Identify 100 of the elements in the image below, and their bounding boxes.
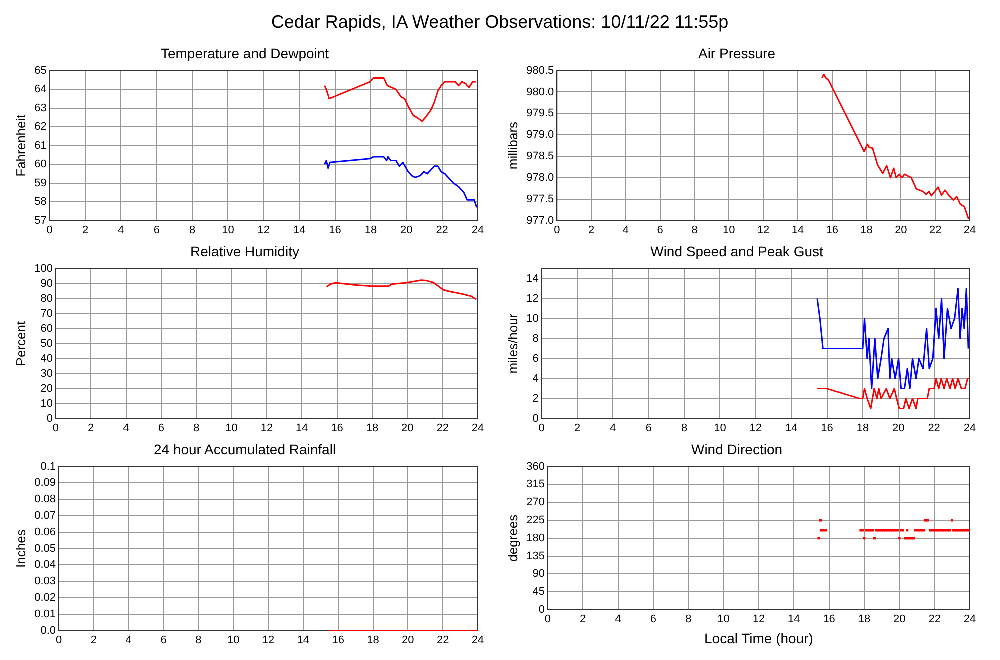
x-tick-label: 24 — [964, 224, 976, 236]
x-tick-label: 16 — [821, 422, 834, 434]
x-tick-label: 2 — [580, 614, 586, 626]
x-tick-label: 24 — [472, 224, 484, 236]
y-tick-label: 10 — [40, 398, 53, 410]
y-tick-label: 315 — [526, 478, 545, 491]
y-tick-label: 360 — [526, 460, 545, 473]
x-tick-label: 12 — [757, 224, 770, 236]
y-tick-label: 60 — [40, 322, 53, 335]
x-tick-label: 10 — [723, 224, 736, 236]
y-tick-label: 20 — [40, 382, 53, 395]
y-tick-label: 0.05 — [34, 542, 56, 555]
y-tick-label: 61 — [34, 140, 47, 152]
x-tick-label: 12 — [752, 614, 766, 626]
x-tick-label: 14 — [293, 224, 306, 236]
y-tick-label: 65 — [34, 64, 47, 77]
x-tick-label: 2 — [90, 634, 97, 646]
x-tick-label: 8 — [196, 634, 202, 646]
y-tick-label: 6 — [532, 352, 539, 365]
y-axis-title: millibars — [505, 121, 520, 170]
y-tick-label: 14 — [526, 272, 539, 285]
y-tick-label: 100 — [34, 262, 53, 275]
y-tick-label: 270 — [526, 496, 545, 509]
y-tick-label: 90 — [532, 568, 545, 580]
y-tick-label: 4 — [532, 372, 539, 385]
y-tick-label: 977.5 — [526, 193, 554, 206]
x-tick-label: 18 — [366, 422, 379, 434]
x-tick-label: 10 — [226, 422, 238, 434]
x-tick-label: 14 — [296, 422, 308, 434]
y-tick-label: 64 — [34, 84, 47, 96]
y-tick-label: 978.0 — [526, 172, 554, 184]
chart-title: Relative Humidity — [190, 243, 300, 260]
x-tick-label: 2 — [82, 224, 89, 236]
y-tick-label: 0.0 — [40, 624, 56, 637]
x-tick-label: 24 — [472, 634, 484, 646]
y-tick-label: 50 — [40, 338, 53, 350]
y-axis-title: Inches — [13, 529, 28, 568]
x-tick-label: 6 — [650, 614, 657, 626]
y-tick-label: 0.1 — [40, 460, 56, 473]
y-tick-label: 0.08 — [34, 494, 56, 506]
x-tick-label: 20 — [895, 224, 908, 236]
x-tick-label: 16 — [331, 422, 344, 434]
y-tick-label: 30 — [40, 368, 53, 380]
x-tick-label: 20 — [892, 422, 905, 434]
x-tick-label: 18 — [858, 614, 871, 626]
y-axis-title: degrees — [505, 514, 520, 562]
y-tick-label: 60 — [34, 158, 47, 171]
x-tick-label: 18 — [860, 224, 873, 236]
y-tick-label: 0.01 — [34, 608, 56, 620]
y-tick-label: 0.06 — [34, 526, 56, 538]
y-tick-label: 978.5 — [526, 150, 554, 163]
y-tick-label: 70 — [40, 308, 53, 320]
chart-title: Cedar Rapids, IA Weather Observations: 10/11/22 11:55p — [270, 11, 730, 34]
y-tick-label: 80 — [40, 292, 53, 305]
y-tick-label: 0.07 — [34, 510, 56, 522]
y-tick-label: 0.03 — [34, 576, 56, 588]
x-tick-label: 24 — [472, 422, 484, 434]
x-tick-label: 12 — [258, 224, 270, 236]
y-tick-label: 8 — [532, 332, 539, 345]
y-tick-label: 180 — [526, 532, 545, 544]
x-tick-label: 22 — [436, 224, 448, 236]
y-tick-label: 979.0 — [526, 129, 554, 142]
chart-title: 24 hour Accumulated Rainfall — [154, 441, 336, 458]
x-tick-label: 22 — [436, 422, 449, 434]
x-axis-title: Local Time (hour) — [704, 630, 814, 646]
x-tick-label: 6 — [657, 224, 664, 236]
x-tick-label: 10 — [227, 634, 240, 646]
y-tick-label: 225 — [526, 514, 545, 527]
chart-subtitle: Temperature and Dewpoint — [160, 45, 330, 62]
x-tick-label: 2 — [588, 224, 595, 236]
x-tick-label: 20 — [400, 224, 413, 236]
y-tick-label: 90 — [40, 278, 53, 290]
y-tick-label: 0.09 — [34, 477, 56, 490]
x-tick-label: 22 — [928, 422, 940, 434]
x-tick-label: 14 — [788, 614, 800, 626]
x-tick-label: 6 — [158, 422, 165, 434]
y-tick-label: 2 — [532, 392, 539, 405]
x-tick-label: 6 — [160, 634, 167, 646]
x-tick-label: 6 — [646, 422, 652, 434]
chart-title: Air Pressure — [698, 45, 776, 62]
x-tick-label: 4 — [622, 224, 629, 236]
x-tick-label: 4 — [615, 614, 622, 626]
x-tick-label: 2 — [574, 422, 581, 434]
x-tick-label: 4 — [123, 422, 130, 434]
x-tick-label: 14 — [792, 224, 804, 236]
x-tick-label: 10 — [718, 614, 730, 626]
x-tick-label: 4 — [610, 422, 616, 434]
x-tick-label: 12 — [750, 422, 762, 434]
y-tick-label: 62 — [34, 121, 47, 134]
x-tick-label: 24 — [964, 422, 976, 434]
x-tick-label: 22 — [929, 224, 942, 236]
y-tick-label: 45 — [532, 586, 545, 598]
x-tick-label: 18 — [364, 224, 378, 236]
x-tick-label: 16 — [826, 224, 838, 236]
x-tick-label: 18 — [856, 422, 870, 434]
y-tick-label: 980.0 — [526, 86, 554, 98]
x-tick-label: 18 — [367, 634, 380, 646]
x-tick-label: 10 — [222, 224, 234, 236]
x-tick-label: 20 — [894, 614, 906, 626]
x-tick-label: 8 — [189, 224, 196, 236]
